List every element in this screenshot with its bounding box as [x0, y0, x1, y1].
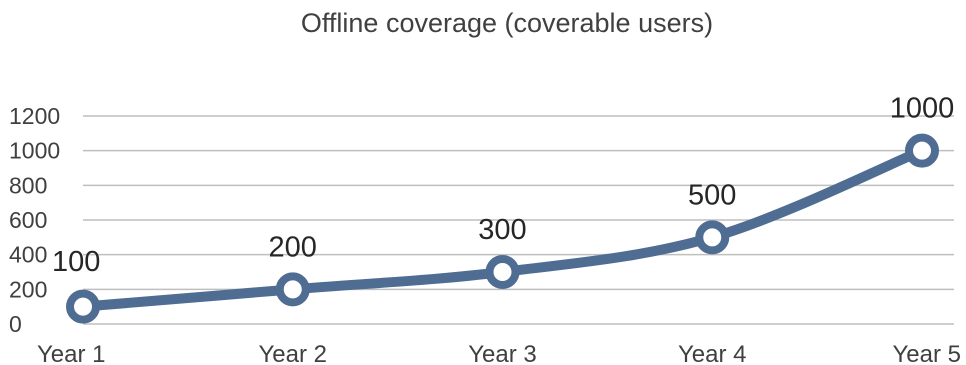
data-label: 200	[269, 231, 317, 263]
y-tick-label: 800	[9, 172, 47, 198]
y-tick-label: 600	[9, 207, 47, 233]
x-tick-label: Year 3	[468, 341, 537, 365]
x-tick-label: Year 1	[37, 341, 106, 365]
x-tick-label: Year 5	[892, 341, 961, 365]
y-tick-label: 1200	[9, 103, 60, 129]
y-tick-label: 200	[9, 276, 47, 302]
y-tick-label: 1000	[9, 138, 60, 164]
data-label: 300	[478, 214, 526, 246]
data-point-marker	[905, 133, 939, 168]
x-tick-label: Year 4	[678, 341, 747, 365]
x-tick-label: Year 2	[258, 341, 327, 365]
data-label: 100	[52, 246, 100, 278]
data-label: 1000	[890, 93, 955, 125]
y-tick-label: 0	[9, 311, 22, 337]
y-tick-label: 400	[9, 242, 47, 268]
data-point-marker	[695, 220, 730, 255]
data-label: 500	[688, 179, 736, 211]
chart-title: Offline coverage (coverable users)	[300, 8, 714, 38]
data-point-marker	[66, 289, 100, 324]
data-point-marker	[485, 255, 520, 289]
data-point-marker	[275, 272, 310, 307]
